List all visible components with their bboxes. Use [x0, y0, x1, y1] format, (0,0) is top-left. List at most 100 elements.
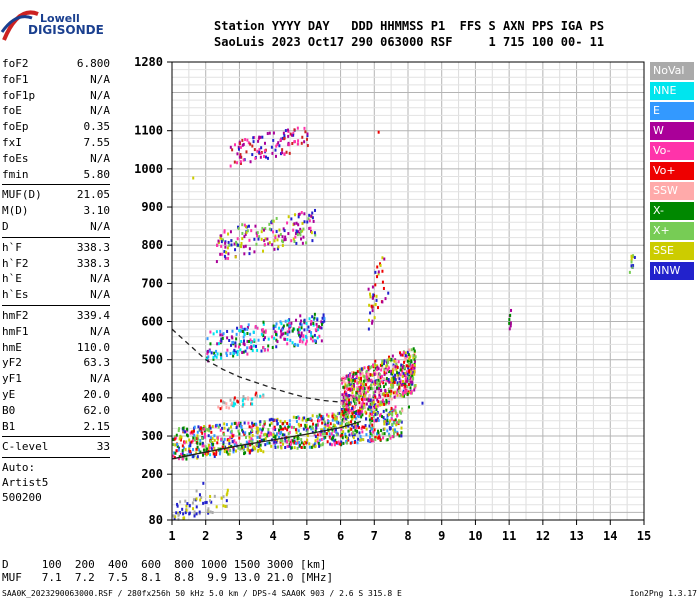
param-value: N/A — [90, 219, 110, 233]
echo-point — [333, 424, 336, 428]
echo-point — [320, 438, 323, 442]
echo-point — [371, 321, 374, 325]
echo-point — [301, 445, 304, 449]
echo-point — [264, 437, 267, 441]
echo-point — [268, 423, 271, 427]
echo-point — [241, 428, 244, 432]
distance-row: D 100 200 400 600 800 1000 1500 3000 [km… — [2, 558, 327, 571]
echo-point — [251, 438, 254, 442]
echo-point — [252, 140, 255, 144]
echo-point — [259, 420, 262, 424]
echo-point-nnw — [630, 264, 633, 268]
echo-point — [209, 436, 212, 440]
echo-point — [288, 430, 291, 434]
echo-point — [225, 504, 228, 508]
echo-point — [359, 385, 362, 389]
echo-point — [174, 443, 177, 447]
echo-point — [310, 334, 313, 338]
legend-item-nnw: NNW — [650, 262, 694, 280]
param-name: hmE — [2, 340, 22, 354]
echo-point — [349, 401, 352, 405]
echo-point — [178, 446, 181, 450]
echo-point — [231, 434, 234, 438]
echo-point — [351, 384, 354, 388]
echo-point — [177, 517, 180, 521]
echo-point — [395, 423, 398, 427]
echo-point — [335, 433, 338, 437]
echo-point — [241, 223, 244, 227]
echo-point — [262, 424, 265, 428]
echo-point — [365, 402, 368, 406]
echo-point — [345, 395, 348, 399]
echo-point — [390, 417, 393, 421]
echo-point — [392, 391, 395, 395]
echo-point — [261, 226, 264, 230]
echo-point — [281, 328, 284, 332]
echo-point — [352, 373, 355, 377]
echo-point — [386, 438, 389, 442]
echo-point — [344, 425, 347, 429]
echo-point — [275, 322, 278, 326]
echo-point — [355, 378, 358, 382]
echo-point — [272, 435, 275, 439]
echo-point — [509, 324, 512, 328]
echo-point — [310, 231, 313, 235]
param-row: foF2 6.800 — [2, 56, 110, 72]
y-tick-label: 1100 — [134, 124, 163, 138]
echo-point — [344, 410, 347, 414]
echo-point — [383, 432, 386, 436]
echo-point-vo- — [374, 359, 377, 363]
echo-point — [356, 441, 359, 445]
echo-point — [276, 247, 279, 251]
echo-point — [300, 319, 303, 323]
echo-point — [188, 504, 191, 508]
echo-point — [306, 418, 309, 422]
echo-point — [380, 380, 383, 384]
echo-point — [293, 239, 296, 243]
echo-point — [342, 430, 345, 434]
echo-point — [363, 383, 366, 387]
echo-point — [178, 427, 181, 431]
echo-point — [221, 252, 224, 256]
echo-point — [329, 442, 332, 446]
echo-point — [225, 250, 228, 254]
echo-point — [229, 230, 232, 234]
plot-grid — [171, 62, 645, 520]
echo-point — [204, 501, 207, 505]
echo-point — [371, 380, 374, 384]
echo-point — [314, 208, 317, 212]
echo-point — [263, 433, 266, 437]
digisonde-logo: Lowell DIGISONDE — [0, 0, 110, 48]
echo-point — [294, 235, 297, 239]
echo-point-x- — [408, 405, 410, 409]
echo-point — [295, 241, 298, 245]
echo-point — [237, 429, 240, 433]
echo-point — [370, 386, 373, 390]
echo-point — [306, 220, 309, 224]
echo-point-nne — [212, 355, 215, 359]
echo-point — [218, 452, 221, 456]
echo-point — [241, 143, 244, 147]
legend-item-vo-: Vo+ — [650, 162, 694, 180]
echo-point — [351, 406, 354, 410]
echo-point — [298, 328, 301, 332]
echo-point — [289, 338, 292, 342]
echo-point — [284, 319, 287, 323]
echo-point — [247, 224, 250, 228]
echo-point — [397, 419, 400, 423]
echo-point — [397, 382, 400, 386]
echo-point — [350, 440, 353, 444]
echo-point — [259, 434, 262, 438]
param-name: D — [2, 219, 9, 233]
echo-point — [354, 372, 357, 376]
echo-point — [384, 389, 387, 393]
echo-point — [297, 215, 300, 219]
echo-point — [314, 429, 317, 433]
echo-point — [403, 383, 406, 387]
echo-point — [310, 445, 313, 449]
echo-point — [381, 300, 384, 304]
echo-point — [391, 354, 394, 358]
param-value: N/A — [90, 151, 110, 165]
echo-point — [254, 393, 257, 397]
echo-point — [270, 421, 273, 425]
